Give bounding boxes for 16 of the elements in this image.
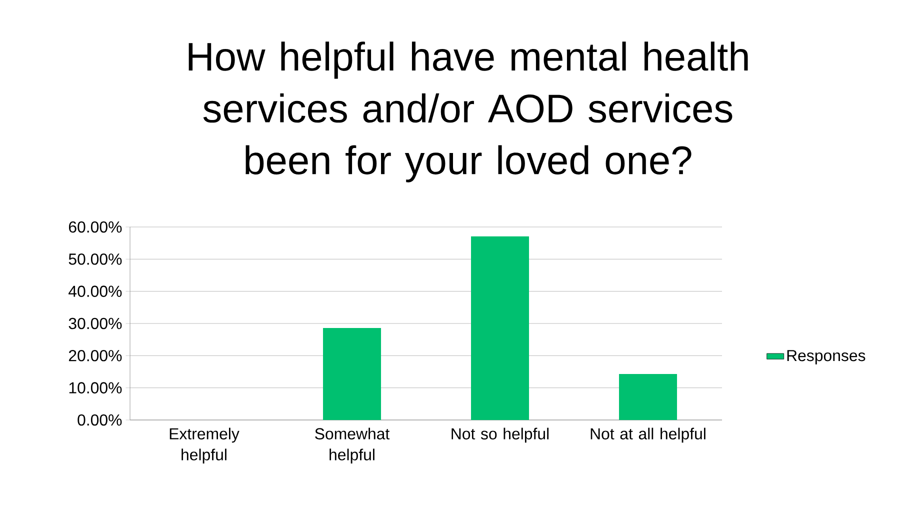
y-tick-label: 10.00% <box>69 382 122 394</box>
y-tick-label: 30.00% <box>68 318 122 330</box>
x-tick-label: Somewhat helpful <box>315 428 390 464</box>
x-tick-label: Extremely helpful <box>170 428 240 464</box>
legend-label: Responses <box>787 350 866 364</box>
y-tick-label: 40.00% <box>68 286 122 297</box>
x-tick-label: Not so helpful <box>452 428 549 443</box>
chart-title: How helpful have mental health services and/or AOD services been for your loved one? <box>188 42 748 182</box>
y-tick-label: 50.00% <box>68 254 122 265</box>
bar <box>619 374 678 420</box>
y-tick-label: 20.00% <box>68 350 122 362</box>
y-tick-label: 0.00% <box>78 414 122 426</box>
x-tick-label: Not at all helpful <box>590 428 706 443</box>
y-tick-label: 60.00% <box>68 221 122 233</box>
bar <box>323 328 382 420</box>
bar <box>471 236 530 420</box>
